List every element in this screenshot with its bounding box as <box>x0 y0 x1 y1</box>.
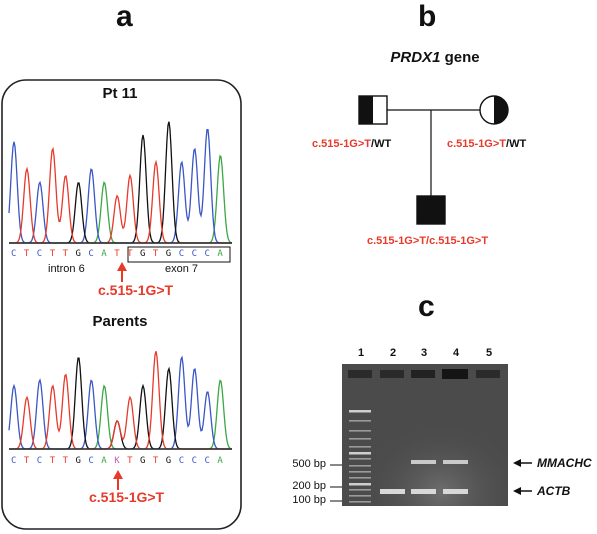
sequence-top-base: G <box>140 249 146 259</box>
sequence-top-base: G <box>75 249 81 259</box>
sequence-bottom-base: K <box>114 456 120 466</box>
panel-letter-a: a <box>116 0 133 33</box>
father-genotype-mutation: c.515-1G>T <box>312 138 372 150</box>
sequence-top-base: T <box>152 249 159 259</box>
sequence-bottom-base: T <box>62 456 69 466</box>
child-symbol <box>416 195 446 225</box>
chromatogram-bottom <box>8 351 233 450</box>
band-label-actb: ACTB <box>537 484 571 498</box>
father-symbol-fill <box>359 96 373 124</box>
ladder-band <box>349 501 371 503</box>
sequence-top-base: A <box>217 249 223 259</box>
sequence-bottom-base: C <box>191 456 198 466</box>
sequence-bottom-base: G <box>140 456 146 466</box>
mother-genotype: c.515-1G>T/WT <box>447 138 526 150</box>
band-lane4-actb <box>443 489 468 494</box>
sequence-bottom-base: T <box>23 456 30 466</box>
mutation-label-top: c.515-1G>T <box>98 282 174 298</box>
band-lane3-mmachc <box>411 460 436 464</box>
ladder-band <box>349 410 371 413</box>
sequence-bottom-base: T <box>127 456 133 466</box>
father-genotype: c.515-1G>T/WT <box>312 138 391 150</box>
chromatogram-title-bottom: Parents <box>92 313 148 330</box>
sequence-top-base: G <box>165 249 172 259</box>
lane-label-4: 4 <box>453 347 460 359</box>
sequence-bottom-base: T <box>49 456 56 466</box>
sequence-bottom-base: G <box>75 456 81 466</box>
sequence-bottom-base: C <box>204 456 210 466</box>
gene-title: PRDX1 gene <box>360 49 510 66</box>
ladder-band <box>349 446 371 448</box>
gene-name: PRDX1 <box>390 49 441 66</box>
exon-box <box>127 246 231 263</box>
sequence-bottom-base: C <box>178 456 185 466</box>
sequence-top-base: T <box>49 249 56 259</box>
band-lane2-actb <box>380 489 405 494</box>
sequence-bottom-base: C <box>88 456 94 466</box>
ladder-band <box>349 420 371 422</box>
sequence-top-base: C <box>11 249 17 259</box>
sequence-top-base: C <box>88 249 94 259</box>
band-lane4-mmachc <box>443 460 468 464</box>
father-genotype-wt: /WT <box>371 138 392 150</box>
sequence-top-base: C <box>191 249 198 259</box>
arrow-bottom <box>113 470 123 490</box>
sequence-top-base: T <box>62 249 69 259</box>
lane-label-2: 2 <box>390 347 397 359</box>
sequence-top-base: C <box>36 249 43 259</box>
ladder-band <box>349 489 371 491</box>
band-label-mmachc: MMACHC <box>537 456 592 470</box>
sequence-top-base: C <box>178 249 185 259</box>
sequence-bottom-base: G <box>165 456 172 466</box>
panel-letter-b: b <box>418 0 437 33</box>
ladder-band <box>349 471 371 473</box>
mother-genotype-mutation: c.515-1G>T <box>447 138 507 150</box>
ladder-band <box>349 483 371 486</box>
mother-symbol-fill <box>494 96 508 124</box>
chromatogram-frame <box>1 79 242 530</box>
mutation-label-bottom: c.515-1G>T <box>89 489 165 505</box>
child-genotype-text: c.515-1G>T/c.515-1G>T <box>367 235 489 247</box>
band-lane3-actb <box>411 489 436 494</box>
trace-c <box>8 128 232 244</box>
chromatogram-top <box>8 121 233 244</box>
ladder-band <box>349 465 371 467</box>
marker-200bp: 200 bp <box>292 480 326 492</box>
ladder-band <box>349 458 371 460</box>
ladder-band <box>349 477 371 479</box>
child-genotype: c.515-1G>T/c.515-1G>T <box>367 235 488 247</box>
panel-letter-c: c <box>418 290 435 323</box>
lane-label-5: 5 <box>486 347 493 359</box>
marker-500bp: 500 bp <box>292 458 326 470</box>
sequence-top-base: C <box>204 249 210 259</box>
sequence-top-base: T <box>23 249 30 259</box>
sequence-top-base: T <box>127 249 133 259</box>
pedigree <box>358 95 509 225</box>
sequence-top-base: A <box>101 249 107 259</box>
trace-g <box>9 121 232 244</box>
lane-label-3: 3 <box>421 347 428 359</box>
marker-100bp: 100 bp <box>292 494 326 506</box>
mother-genotype-wt: /WT <box>506 138 527 150</box>
ladder-bands <box>349 410 371 503</box>
sequence-top-base: T <box>114 249 120 259</box>
ladder-band <box>349 430 371 432</box>
chromatogram-title-top: Pt 11 <box>102 85 138 102</box>
arrow-top <box>117 262 127 282</box>
ladder-band <box>349 438 371 440</box>
gene-suffix: gene <box>440 49 480 66</box>
ladder-band <box>349 452 371 455</box>
gel-image <box>330 364 532 506</box>
sequence-bottom-base: T <box>152 456 159 466</box>
sequence-bottom-base: C <box>36 456 43 466</box>
lane-label-1: 1 <box>358 347 365 359</box>
intron-label: intron 6 <box>48 263 85 275</box>
sequence-bottom-base: A <box>101 456 107 466</box>
exon-label: exon 7 <box>165 263 199 275</box>
ladder-band <box>349 495 371 497</box>
sequence-bottom-base: C <box>11 456 17 466</box>
sequence-bottom-base: A <box>217 456 223 466</box>
